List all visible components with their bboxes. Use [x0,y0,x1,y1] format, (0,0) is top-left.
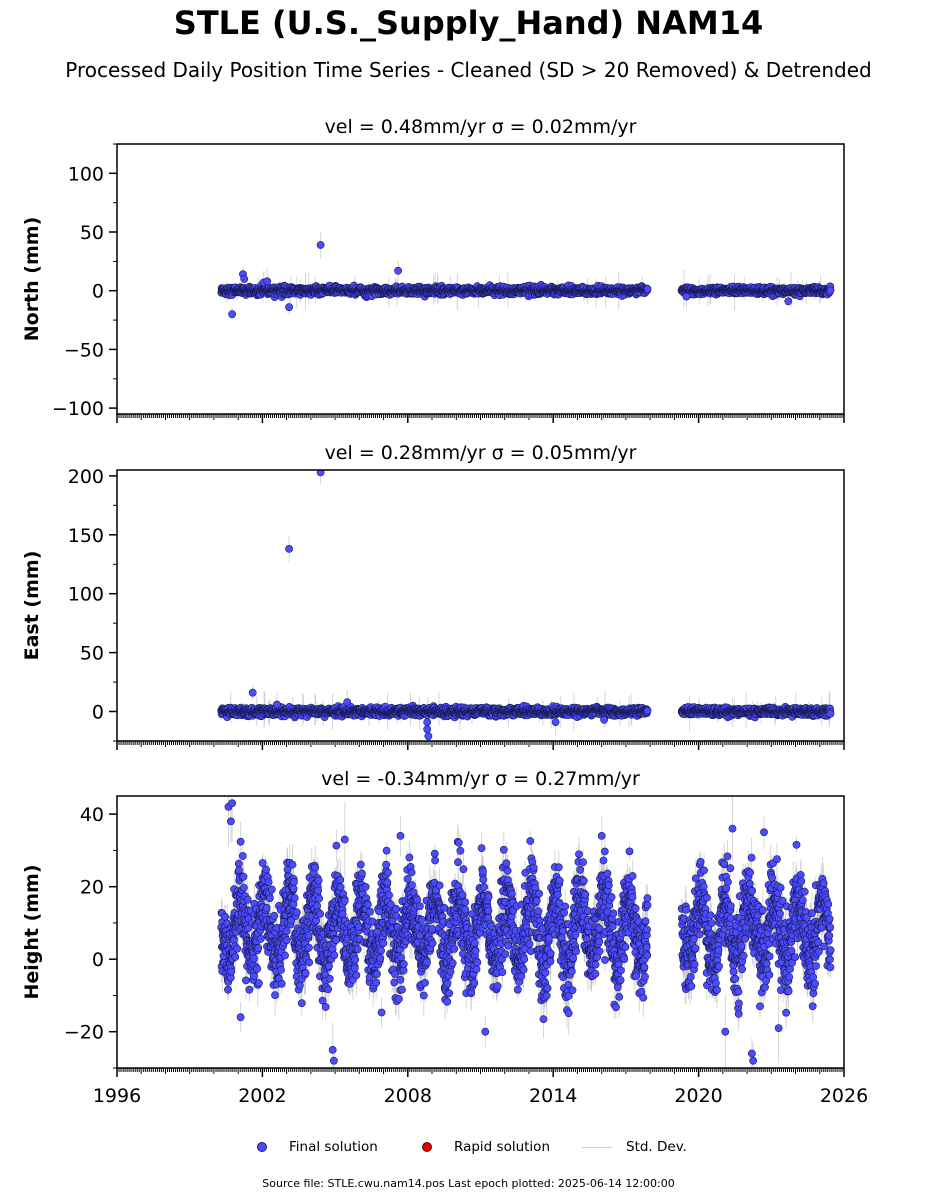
data-point [682,292,691,301]
figure-title: STLE (U.S._Supply_Hand) NAM14 [173,4,764,42]
data-point [285,303,293,312]
data-point [394,266,402,275]
data-area-east [217,470,835,741]
data-point [263,277,272,286]
figure-subtitle: Processed Daily Position Time Series - C… [65,58,872,82]
data-area-north [217,231,835,321]
data-point [784,297,793,306]
y-tick-label: −100 [52,398,104,420]
x-ticks-north [116,414,845,423]
y-tick-label: 100 [68,163,104,185]
y-ticks-north [109,143,117,409]
panel-title-north: vel = 0.48mm/yr σ = 0.02mm/yr [325,116,637,138]
y-tick-label: 50 [80,222,104,244]
data-point [228,310,236,319]
error-bars-north [220,231,831,321]
points-north [217,241,835,319]
data-point [316,241,325,249]
data-point [643,284,652,293]
data-point [826,286,835,295]
y-tick-label: 0 [92,281,104,303]
y-tick-label: −50 [64,339,104,361]
panel-north: −100 −50 0 50 100 North (mm) vel = 0.48mm/yr σ… [21,116,845,423]
data-point [240,275,249,283]
y-axis-label-north: North (mm) [21,217,43,342]
